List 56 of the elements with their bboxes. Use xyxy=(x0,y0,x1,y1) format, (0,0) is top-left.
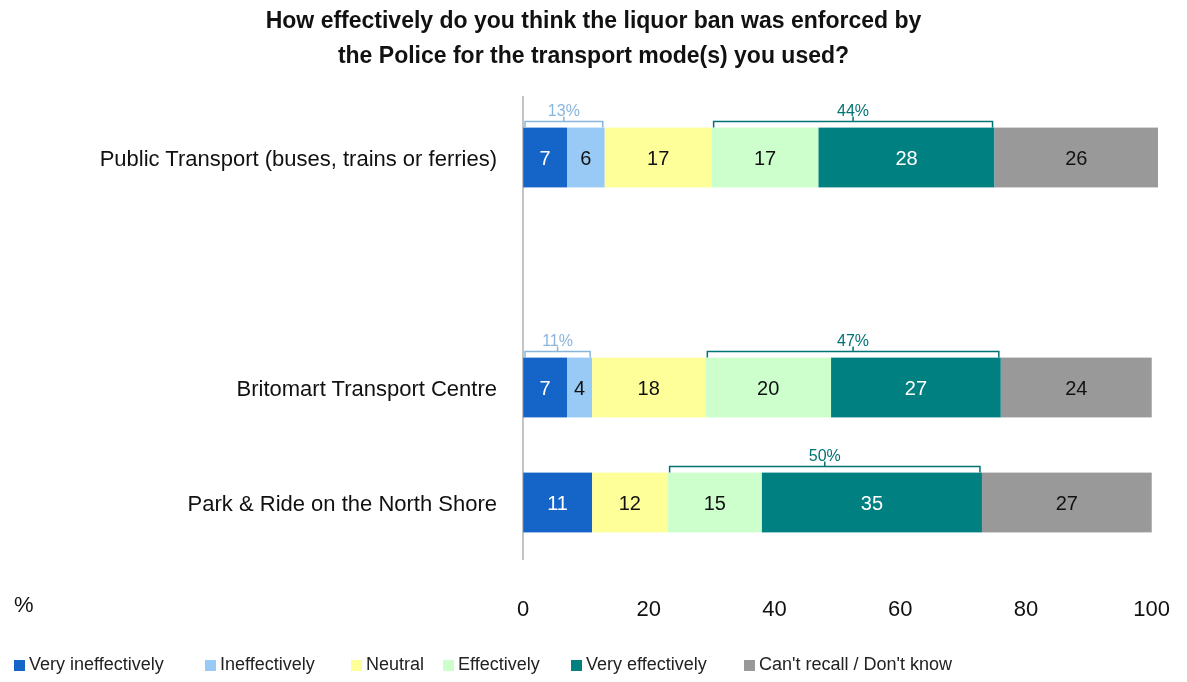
legend-label: Effectively xyxy=(458,654,540,674)
data-label: 27 xyxy=(1055,491,1078,514)
bar xyxy=(604,127,712,188)
x-tick-label: 100 xyxy=(1133,596,1171,621)
x-tick-label: 0 xyxy=(516,596,530,621)
x-tick-label: 60 xyxy=(887,596,913,621)
bar xyxy=(981,472,1152,533)
bar xyxy=(567,127,605,188)
legend-label: Very effectively xyxy=(586,654,707,674)
bar xyxy=(523,472,593,533)
bar xyxy=(1000,357,1152,418)
data-label: 17 xyxy=(647,146,670,169)
legend-label: Can't recall / Don't know xyxy=(759,654,953,674)
legend-label: Ineffectively xyxy=(220,654,315,674)
x-tick-label: 20 xyxy=(636,596,661,621)
bar xyxy=(567,357,593,418)
data-label: 11 xyxy=(547,491,568,514)
y-tick-label: Public Transport (buses, trains or ferries) xyxy=(99,145,497,171)
y-tick-label: Park & Ride on the North Shore xyxy=(187,490,497,516)
annotation: 50% xyxy=(808,446,841,464)
bar xyxy=(592,357,706,418)
bar xyxy=(523,357,568,418)
x-tick-label: 40 xyxy=(762,596,787,621)
data-label: 7 xyxy=(539,376,551,399)
bar xyxy=(667,472,762,533)
legend-label: Neutral xyxy=(366,654,425,674)
data-label: 24 xyxy=(1065,376,1088,399)
annotation: 13% xyxy=(547,101,580,119)
bar xyxy=(994,127,1158,188)
x-axis-title: % xyxy=(14,592,34,617)
data-label: 17 xyxy=(753,146,777,169)
data-label: 26 xyxy=(1065,146,1088,169)
chart-title: How effectively do you think the liquor ban was enforced by the Police for the transport mode(s) you used? xyxy=(265,7,922,68)
data-label: 18 xyxy=(637,376,660,399)
data-label: 20 xyxy=(757,376,780,399)
y-tick-label: Britomart Transport Centre xyxy=(236,375,497,401)
legend-label: Very ineffectively xyxy=(29,654,164,674)
bar xyxy=(711,127,819,188)
bar xyxy=(818,127,995,188)
bar xyxy=(831,357,1001,418)
bar xyxy=(705,357,832,418)
data-label: 35 xyxy=(860,491,884,514)
x-tick-label: 80 xyxy=(1013,596,1039,621)
data-label: 15 xyxy=(703,491,726,514)
data-label: 4 xyxy=(574,376,586,399)
bar xyxy=(592,472,668,533)
bar xyxy=(523,127,568,188)
annotation: 47% xyxy=(837,331,870,349)
bar xyxy=(761,472,982,533)
data-label: 28 xyxy=(895,146,918,169)
annotation: 11% xyxy=(542,331,573,349)
data-label: 27 xyxy=(904,376,928,399)
annotation: 44% xyxy=(837,101,870,119)
data-label: 12 xyxy=(618,491,642,514)
data-label: 7 xyxy=(539,146,551,169)
data-label: 6 xyxy=(580,146,592,169)
